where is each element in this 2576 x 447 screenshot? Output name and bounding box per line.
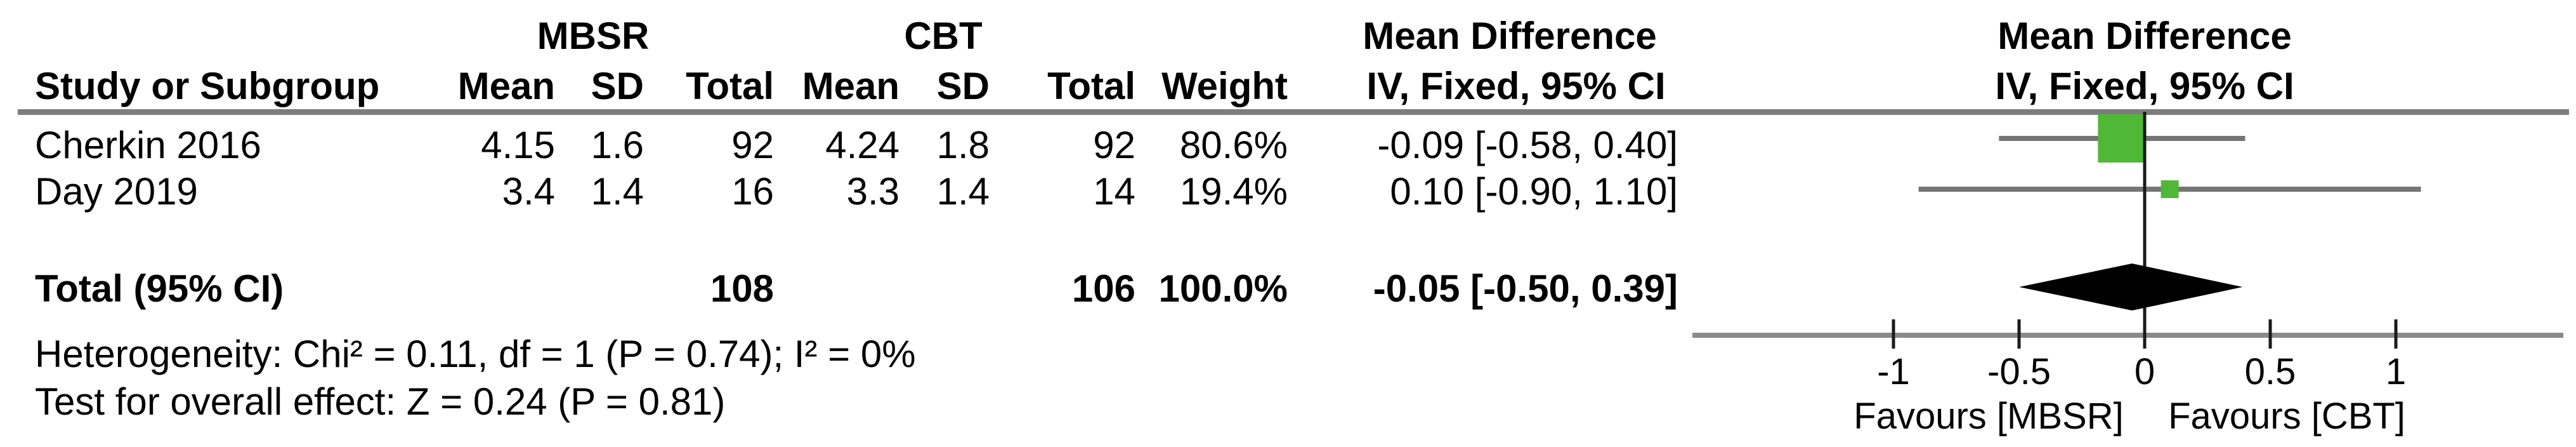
row-0-study: Cherkin 2016 (35, 124, 261, 166)
row-0-cbt-mean: 4.24 (825, 124, 899, 166)
study-weight-square (2161, 180, 2179, 198)
col-header-study: Study or Subgroup (35, 65, 380, 107)
favours-right-label: Favours [CBT] (2168, 396, 2405, 437)
axis-tick-label: -1 (1877, 351, 1910, 392)
axis-tick-label: 1 (2386, 351, 2406, 392)
total-row-weight: 100.0% (1158, 267, 1288, 310)
axis-tick (2017, 319, 2021, 349)
total-diamond (2019, 264, 2243, 310)
axis-tick (2394, 319, 2398, 349)
row-0-weight: 80.6% (1179, 124, 1288, 166)
favours-left-label: Favours [MBSR] (1854, 396, 2123, 437)
zero-effect-line (2143, 112, 2147, 338)
row-0-mbsr-total: 92 (731, 124, 774, 166)
row-0-cbt-sd: 1.8 (936, 124, 990, 166)
total-row-ci-text: -0.05 [-0.50, 0.39] (1373, 267, 1678, 310)
row-1-mbsr-sd: 1.4 (591, 170, 644, 213)
group-header-mbsr: MBSR (537, 15, 650, 57)
row-0-cbt-total: 92 (1093, 124, 1135, 166)
col-header-mbsr-total: Total (686, 65, 774, 107)
study-weight-square (2098, 114, 2147, 163)
overall-effect-note: Test for overall effect: Z = 0.24 (P = 0… (35, 380, 726, 423)
col-header-weight: Weight (1161, 65, 1288, 107)
heterogeneity-note: Heterogeneity: Chi² = 0.11, df = 1 (P = … (35, 333, 916, 375)
col-header-iv-plot: IV, Fixed, 95% CI (1995, 65, 2294, 107)
row-0-mbsr-sd: 1.6 (591, 124, 644, 166)
effect-header-table: Mean Difference (1363, 15, 1657, 57)
row-0-ci-text: -0.09 [-0.58, 0.40] (1377, 124, 1678, 166)
total-row-label: Total (95% CI) (35, 267, 284, 310)
row-1-study: Day 2019 (35, 170, 198, 213)
col-header-mbsr-mean: Mean (457, 65, 555, 107)
col-header-cbt-mean: Mean (802, 65, 899, 107)
x-axis-line (1692, 333, 2563, 338)
row-1-cbt-mean: 3.3 (846, 170, 899, 213)
row-1-mbsr-mean: 3.4 (502, 170, 555, 213)
col-header-mbsr-sd: SD (591, 65, 644, 107)
row-1-weight: 19.4% (1179, 170, 1288, 213)
row-1-cbt-sd: 1.4 (936, 170, 990, 213)
row-1-mbsr-total: 16 (731, 170, 774, 213)
row-1-cbt-total: 14 (1093, 170, 1135, 213)
axis-tick-label: 0.5 (2245, 351, 2296, 392)
row-0-mbsr-mean: 4.15 (481, 124, 555, 166)
total-row-cbt-total: 106 (1071, 267, 1135, 310)
row-1-ci-text: 0.10 [-0.90, 1.10] (1390, 170, 1678, 213)
axis-tick (2268, 319, 2272, 349)
col-header-iv-table: IV, Fixed, 95% CI (1366, 65, 1666, 107)
header-separator-line (18, 109, 2569, 115)
total-row-mbsr-total: 108 (710, 267, 774, 310)
axis-tick-label: 0 (2135, 351, 2155, 392)
col-header-cbt-total: Total (1047, 65, 1135, 107)
col-header-cbt-sd: SD (936, 65, 990, 107)
effect-header-plot: Mean Difference (1997, 15, 2292, 57)
axis-tick-label: -0.5 (1987, 351, 2051, 392)
group-header-cbt: CBT (904, 15, 983, 57)
axis-tick (1892, 319, 1895, 349)
